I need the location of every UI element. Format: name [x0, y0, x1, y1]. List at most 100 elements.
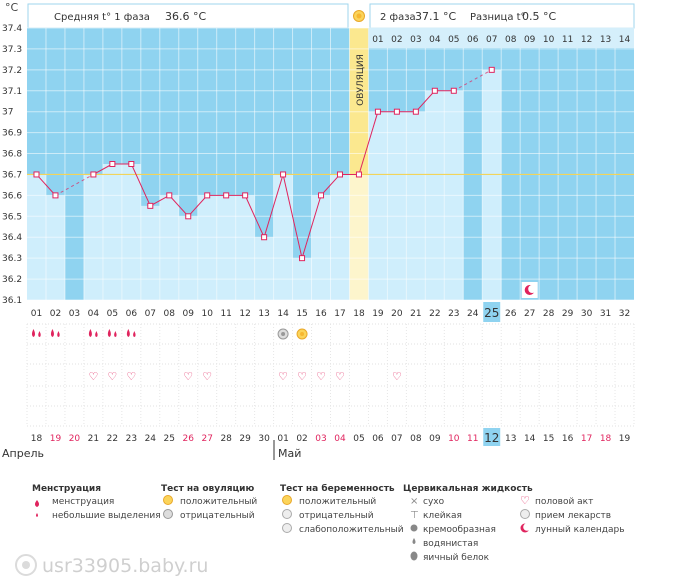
date-5: 22 [107, 434, 118, 444]
intercourse-day-16: ♡ [316, 370, 326, 383]
legend-spotting: небольшие выделения [52, 511, 161, 521]
cycle-day-09: 09 [183, 309, 195, 319]
day-12-bar [235, 195, 255, 300]
day-highlight [483, 302, 501, 322]
watery-icon [412, 538, 416, 544]
legend-preg-negative: отрицательный [299, 511, 374, 521]
y-tick-37: 37 [2, 108, 13, 118]
segment-15-16 [301, 195, 322, 259]
cycle-day-18: 18 [353, 309, 365, 319]
cycle-day-06: 06 [126, 309, 138, 319]
cycle-day-23: 23 [448, 309, 459, 319]
legend-sticky: клейкая [423, 511, 462, 521]
dpo-row: 01 02 03 04 05 06 07 08 09 10 11 12 13 14 [368, 28, 634, 48]
date-4: 21 [88, 434, 99, 444]
day-23-point [450, 87, 457, 94]
date-13: 30 [258, 434, 270, 444]
cycle-day-28: 28 [543, 309, 555, 319]
cycle-day-20: 20 [391, 309, 403, 319]
y-tick-36.5: 36.5 [2, 212, 22, 222]
date-18: 05 [353, 434, 364, 444]
menstruation-drop-small-day-5 [114, 331, 117, 337]
date-27: 14 [524, 434, 536, 444]
eggwhite-icon [410, 551, 418, 561]
day-6-point [128, 161, 135, 167]
segment-16-17 [320, 174, 341, 196]
cycle-day-05: 05 [107, 309, 118, 319]
medication-icon [520, 509, 530, 519]
watermark: usr33905.baby.ru [15, 554, 208, 577]
date-9: 26 [183, 434, 195, 444]
dpo-06: 06 [467, 35, 479, 45]
day-10-point [204, 192, 211, 199]
dpo-10: 10 [543, 35, 555, 45]
day-8-point [166, 192, 173, 199]
dpo-08: 08 [505, 35, 517, 45]
date-21: 08 [410, 434, 422, 444]
day-7-point [147, 202, 154, 209]
intercourse-icon: ♡ [520, 494, 530, 507]
day-19-bar [368, 111, 388, 300]
day-21-point [412, 108, 419, 115]
intercourse-day-17: ♡ [335, 370, 345, 383]
legend-watery: водянистая [423, 539, 478, 549]
day-20-bar [387, 111, 407, 300]
cycle-day-13: 13 [258, 309, 269, 319]
ovulation-test-negative-core [281, 332, 286, 336]
phase1-box [27, 3, 349, 29]
diff-value: 0.5 °C [522, 10, 556, 23]
date-17: 04 [334, 434, 346, 444]
phase1-value: 36.6 °C [165, 10, 206, 23]
moon-icon-cut [528, 285, 537, 293]
ovulation-positive-icon [163, 495, 173, 505]
cycle-day-24: 24 [467, 309, 479, 319]
y-tick-37.1: 37.1 [2, 87, 22, 97]
legend-cervical-title: Цервикальная жидкость [403, 484, 533, 494]
pregnancy-weak-icon [282, 523, 292, 533]
phase2-box [369, 3, 635, 29]
date-32: 19 [619, 434, 631, 444]
date-22: 09 [429, 434, 441, 444]
date-31: 18 [600, 434, 612, 444]
y-tick-37.2: 37.2 [2, 66, 22, 76]
legend-ovulation-test-title: Тест на овуляцию [161, 484, 254, 494]
legend: Менструация менструация небольшие выделе… [32, 483, 625, 563]
dpo-03: 03 [410, 35, 421, 45]
intercourse-day-4: ♡ [88, 370, 98, 383]
legend-menstruation-title: Менструация [32, 484, 101, 494]
day-16-bar [311, 195, 331, 300]
segment-21-22 [415, 90, 436, 113]
segment-4-5 [93, 163, 113, 175]
menstruation-drop-day-5 [107, 329, 111, 337]
legend-dry: сухо [423, 497, 445, 507]
date-14: 01 [277, 434, 288, 444]
y-axis: 37.4 37.3 37.2 37.1 37 36.9 36.8 36.7 36.6 36.5 36… [2, 24, 22, 306]
dpo-07: 07 [486, 35, 497, 45]
cycle-day-17: 17 [334, 309, 345, 319]
cycle-day-15: 15 [296, 309, 307, 319]
day-8-bar [159, 195, 179, 300]
day-25-point [488, 66, 495, 73]
dpo-11: 11 [562, 35, 573, 45]
cycle-day-31: 31 [600, 309, 611, 319]
segment-23-25 [453, 69, 492, 92]
day-19-point [374, 108, 381, 115]
ovulation-label: ОВУЛЯЦИЯ [356, 54, 366, 106]
date-6: 23 [126, 434, 137, 444]
phase1-label: Средняя t° 1 фаза [54, 12, 150, 23]
date-24: 11 [467, 434, 478, 444]
day-22-point [431, 87, 438, 94]
watermark-text: usr33905.baby.ru [42, 555, 208, 577]
intercourse-day-6: ♡ [126, 370, 136, 383]
cycle-day-07: 07 [145, 309, 156, 319]
date-29: 16 [562, 434, 574, 444]
day-10-bar [197, 195, 217, 300]
day-14-point [280, 171, 287, 178]
cycle-day-30: 30 [581, 309, 593, 319]
menstruation-drop-day-4 [88, 329, 92, 337]
segment-6-7 [130, 163, 151, 207]
segment-13-14 [263, 174, 284, 238]
dpo-14: 14 [619, 35, 631, 45]
temperature-line [36, 69, 492, 259]
day-2-point [52, 192, 59, 199]
